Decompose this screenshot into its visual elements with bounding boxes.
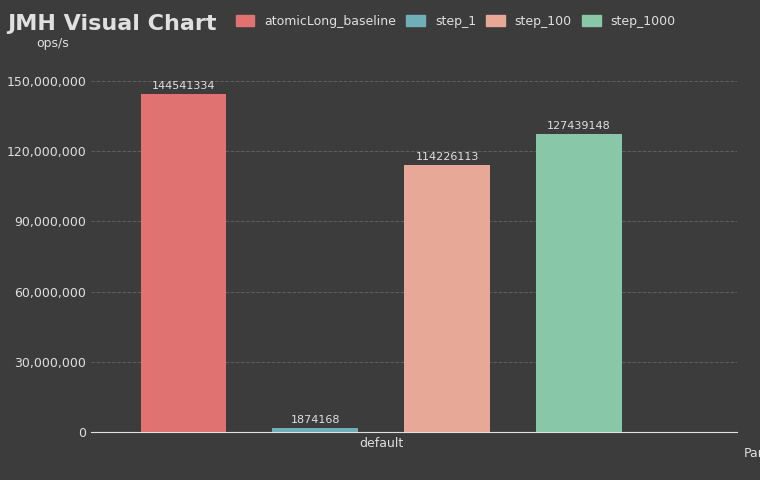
Text: 1874168: 1874168 bbox=[290, 415, 340, 425]
Text: ops/s: ops/s bbox=[36, 37, 69, 50]
Bar bbox=[404, 165, 490, 432]
Bar bbox=[536, 134, 622, 432]
Text: 114226113: 114226113 bbox=[416, 152, 479, 162]
Text: JMH Visual Chart: JMH Visual Chart bbox=[8, 14, 217, 35]
Text: 144541334: 144541334 bbox=[152, 81, 215, 91]
Bar bbox=[273, 428, 358, 432]
Text: 127439148: 127439148 bbox=[547, 121, 611, 131]
Text: Param: Param bbox=[743, 447, 760, 460]
Legend: atomicLong_baseline, step_1, step_100, step_1000: atomicLong_baseline, step_1, step_100, s… bbox=[234, 13, 677, 29]
Bar bbox=[141, 94, 226, 432]
